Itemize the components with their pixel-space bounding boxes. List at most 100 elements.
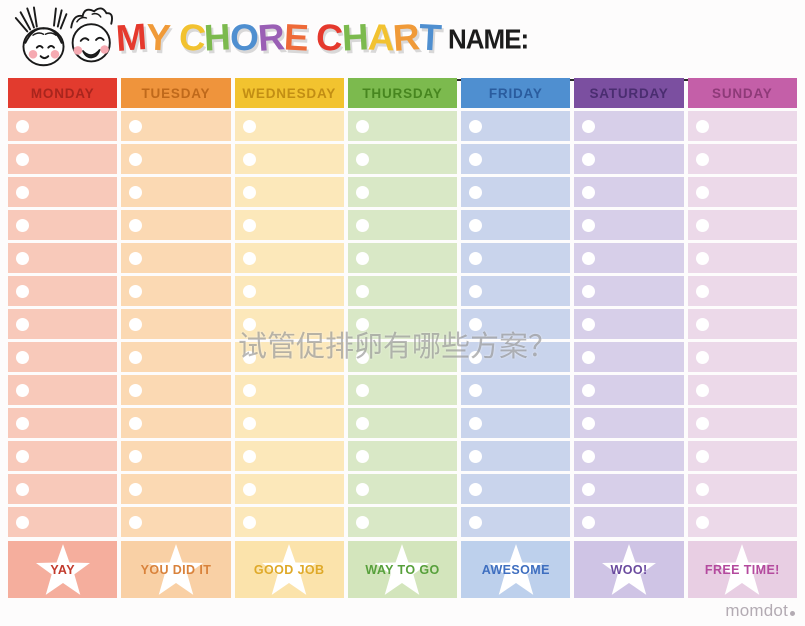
check-circle-icon[interactable] bbox=[242, 350, 256, 364]
chore-cell[interactable] bbox=[121, 408, 231, 438]
check-circle-icon[interactable] bbox=[355, 350, 369, 364]
chore-cell[interactable] bbox=[687, 177, 797, 207]
chore-cell[interactable] bbox=[347, 441, 458, 471]
chore-cell[interactable] bbox=[461, 276, 571, 306]
check-circle-icon[interactable] bbox=[129, 251, 143, 265]
check-circle-icon[interactable] bbox=[242, 317, 256, 331]
check-circle-icon[interactable] bbox=[695, 251, 709, 265]
check-circle-icon[interactable] bbox=[355, 482, 369, 496]
check-circle-icon[interactable] bbox=[242, 416, 256, 430]
chore-cell[interactable] bbox=[574, 507, 684, 537]
chore-cell[interactable] bbox=[121, 474, 231, 504]
chore-cell[interactable] bbox=[234, 507, 344, 537]
chore-cell[interactable] bbox=[687, 408, 797, 438]
check-circle-icon[interactable] bbox=[16, 152, 29, 166]
chore-cell[interactable] bbox=[687, 441, 797, 471]
chore-cell[interactable] bbox=[234, 342, 344, 372]
chore-cell[interactable] bbox=[234, 111, 344, 141]
chore-cell[interactable] bbox=[461, 375, 571, 405]
chore-cell[interactable] bbox=[687, 111, 797, 141]
check-circle-icon[interactable] bbox=[129, 218, 143, 232]
check-circle-icon[interactable] bbox=[582, 383, 596, 397]
chore-cell[interactable] bbox=[121, 342, 231, 372]
check-circle-icon[interactable] bbox=[469, 317, 483, 331]
chore-cell[interactable] bbox=[8, 342, 118, 372]
chore-cell[interactable] bbox=[234, 177, 344, 207]
chore-cell[interactable] bbox=[687, 210, 797, 240]
chore-cell[interactable] bbox=[461, 474, 571, 504]
chore-cell[interactable] bbox=[234, 144, 344, 174]
chore-cell[interactable] bbox=[8, 507, 118, 537]
chore-cell[interactable] bbox=[687, 276, 797, 306]
check-circle-icon[interactable] bbox=[695, 416, 709, 430]
check-circle-icon[interactable] bbox=[242, 218, 256, 232]
chore-cell[interactable] bbox=[574, 342, 684, 372]
check-circle-icon[interactable] bbox=[582, 152, 596, 166]
chore-cell[interactable] bbox=[347, 210, 458, 240]
check-circle-icon[interactable] bbox=[695, 515, 709, 529]
check-circle-icon[interactable] bbox=[469, 218, 483, 232]
check-circle-icon[interactable] bbox=[129, 350, 143, 364]
check-circle-icon[interactable] bbox=[469, 119, 483, 133]
chore-cell[interactable] bbox=[687, 342, 797, 372]
check-circle-icon[interactable] bbox=[695, 284, 709, 298]
chore-cell[interactable] bbox=[347, 309, 458, 339]
check-circle-icon[interactable] bbox=[469, 383, 483, 397]
chore-cell[interactable] bbox=[347, 408, 458, 438]
chore-cell[interactable] bbox=[8, 210, 118, 240]
chore-cell[interactable] bbox=[574, 243, 684, 273]
check-circle-icon[interactable] bbox=[242, 119, 256, 133]
check-circle-icon[interactable] bbox=[129, 185, 143, 199]
chore-cell[interactable] bbox=[461, 342, 571, 372]
check-circle-icon[interactable] bbox=[355, 416, 369, 430]
chore-cell[interactable] bbox=[347, 276, 458, 306]
check-circle-icon[interactable] bbox=[129, 383, 143, 397]
chore-cell[interactable] bbox=[121, 276, 231, 306]
chore-cell[interactable] bbox=[574, 144, 684, 174]
chore-cell[interactable] bbox=[347, 474, 458, 504]
check-circle-icon[interactable] bbox=[16, 515, 29, 529]
chore-cell[interactable] bbox=[461, 441, 571, 471]
chore-cell[interactable] bbox=[121, 177, 231, 207]
chore-cell[interactable] bbox=[234, 309, 344, 339]
check-circle-icon[interactable] bbox=[16, 416, 29, 430]
chore-cell[interactable] bbox=[234, 276, 344, 306]
chore-cell[interactable] bbox=[121, 210, 231, 240]
check-circle-icon[interactable] bbox=[355, 449, 369, 463]
chore-cell[interactable] bbox=[574, 111, 684, 141]
check-circle-icon[interactable] bbox=[16, 218, 29, 232]
check-circle-icon[interactable] bbox=[695, 152, 709, 166]
check-circle-icon[interactable] bbox=[242, 185, 256, 199]
chore-cell[interactable] bbox=[8, 408, 118, 438]
chore-cell[interactable] bbox=[347, 144, 458, 174]
chore-cell[interactable] bbox=[8, 474, 118, 504]
chore-cell[interactable] bbox=[574, 408, 684, 438]
check-circle-icon[interactable] bbox=[695, 350, 709, 364]
chore-cell[interactable] bbox=[687, 309, 797, 339]
check-circle-icon[interactable] bbox=[355, 251, 369, 265]
chore-cell[interactable] bbox=[121, 507, 231, 537]
check-circle-icon[interactable] bbox=[469, 482, 483, 496]
chore-cell[interactable] bbox=[347, 375, 458, 405]
check-circle-icon[interactable] bbox=[582, 515, 596, 529]
chore-cell[interactable] bbox=[461, 309, 571, 339]
chore-cell[interactable] bbox=[461, 111, 571, 141]
chore-cell[interactable] bbox=[347, 177, 458, 207]
check-circle-icon[interactable] bbox=[469, 185, 483, 199]
check-circle-icon[interactable] bbox=[695, 317, 709, 331]
chore-cell[interactable] bbox=[234, 441, 344, 471]
check-circle-icon[interactable] bbox=[242, 482, 256, 496]
chore-cell[interactable] bbox=[687, 243, 797, 273]
check-circle-icon[interactable] bbox=[242, 515, 256, 529]
chore-cell[interactable] bbox=[234, 474, 344, 504]
chore-cell[interactable] bbox=[347, 507, 458, 537]
check-circle-icon[interactable] bbox=[16, 482, 29, 496]
check-circle-icon[interactable] bbox=[129, 482, 143, 496]
chore-cell[interactable] bbox=[8, 144, 118, 174]
check-circle-icon[interactable] bbox=[469, 251, 483, 265]
chore-cell[interactable] bbox=[8, 111, 118, 141]
chore-cell[interactable] bbox=[574, 441, 684, 471]
check-circle-icon[interactable] bbox=[582, 350, 596, 364]
chore-cell[interactable] bbox=[461, 408, 571, 438]
chore-cell[interactable] bbox=[8, 375, 118, 405]
